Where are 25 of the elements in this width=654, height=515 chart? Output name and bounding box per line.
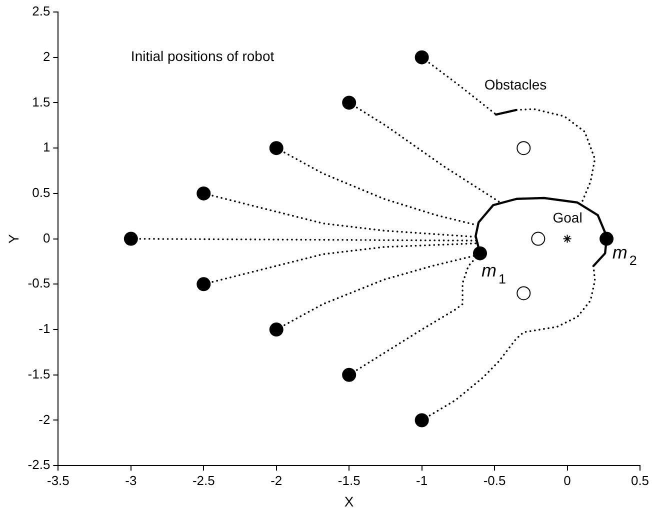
y-tick-label: 1.5 bbox=[32, 94, 50, 110]
y-tick-label: -1.5 bbox=[28, 366, 50, 382]
y-tick-label: -0.5 bbox=[28, 276, 50, 291]
x-tick-label: -3 bbox=[125, 472, 137, 488]
y-tick-label: 0 bbox=[42, 230, 50, 246]
x-tick-label: -2 bbox=[270, 472, 282, 488]
x-tick-label: -3.5 bbox=[47, 472, 70, 488]
x-tick-label: -1.5 bbox=[338, 472, 360, 488]
y-tick-label: 1 bbox=[42, 140, 50, 155]
x-axis-title: X bbox=[344, 493, 354, 510]
annotation: Initial positions of robot bbox=[130, 48, 274, 64]
annotation: Obstacles bbox=[484, 76, 547, 92]
x-tick-label: -0.5 bbox=[483, 472, 506, 488]
y-tick-label: 2.5 bbox=[32, 4, 50, 19]
x-tick-label: -1 bbox=[416, 472, 428, 488]
x-tick-label: -2.5 bbox=[192, 472, 215, 488]
y-tick-label: 2 bbox=[42, 48, 50, 64]
y-tick-label: -2 bbox=[38, 412, 50, 427]
x-tick-label: 0 bbox=[564, 472, 571, 488]
y-tick-label: -1 bbox=[38, 321, 50, 336]
y-tick-label: 0.5 bbox=[32, 185, 50, 200]
y-tick-label: -2.5 bbox=[28, 457, 50, 472]
x-tick-label: 0.5 bbox=[630, 472, 650, 488]
y-axis-title: Y bbox=[5, 233, 22, 244]
annotation: Goal bbox=[552, 210, 582, 226]
